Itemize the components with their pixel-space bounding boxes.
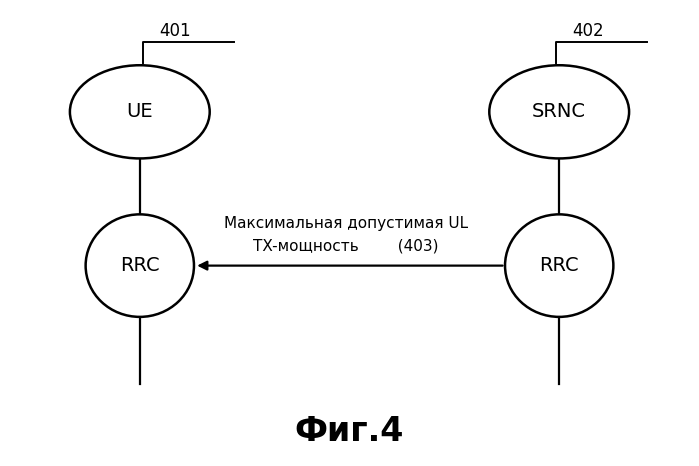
Ellipse shape bbox=[70, 65, 210, 158]
Text: UE: UE bbox=[127, 103, 153, 121]
Ellipse shape bbox=[489, 65, 629, 158]
Text: Фиг.4: Фиг.4 bbox=[295, 415, 404, 447]
Text: RRC: RRC bbox=[540, 256, 579, 275]
Text: Максимальная допустимая UL: Максимальная допустимая UL bbox=[224, 216, 468, 231]
Text: RRC: RRC bbox=[120, 256, 159, 275]
Ellipse shape bbox=[505, 214, 614, 317]
Text: SRNC: SRNC bbox=[532, 103, 586, 121]
Text: 401: 401 bbox=[159, 21, 191, 40]
Text: TX-мощность        (403): TX-мощность (403) bbox=[253, 239, 439, 254]
Ellipse shape bbox=[86, 214, 194, 317]
Text: 402: 402 bbox=[572, 21, 603, 40]
